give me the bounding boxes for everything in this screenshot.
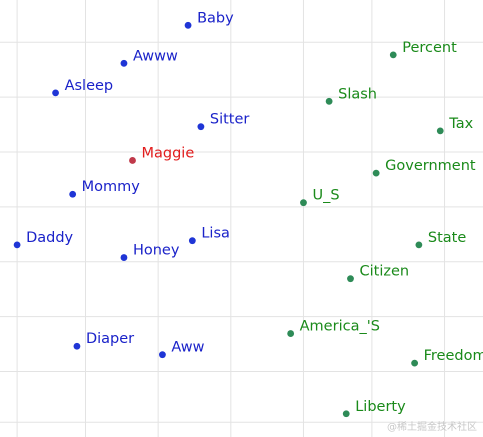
data-point-13: [436, 127, 444, 135]
data-label-8: Lisa: [201, 226, 230, 242]
data-point-7: [120, 254, 128, 261]
data-point-2: [52, 89, 59, 97]
data-point-6: [13, 241, 21, 249]
data-label-6: Daddy: [26, 230, 73, 246]
data-label-3: Sitter: [210, 112, 250, 128]
data-point-0: [184, 21, 192, 29]
data-point-16: [415, 241, 423, 249]
data-point-8: [188, 237, 196, 245]
data-point-11: [389, 51, 397, 59]
data-label-7: Honey: [133, 243, 180, 259]
data-label-15: U_S: [312, 188, 339, 204]
data-label-2: Asleep: [65, 78, 114, 94]
data-point-18: [287, 330, 295, 337]
data-label-11: Percent: [402, 40, 457, 56]
data-point-3: [197, 123, 205, 131]
data-point-20: [342, 410, 350, 418]
data-label-14: Government: [385, 158, 476, 174]
data-label-20: Liberty: [355, 399, 406, 415]
data-point-4: [129, 157, 136, 164]
data-point-9: [73, 342, 81, 350]
data-label-17: Citizen: [359, 264, 409, 280]
data-label-12: Slash: [338, 86, 377, 102]
data-label-18: America_'S: [300, 319, 380, 335]
data-point-5: [69, 190, 77, 198]
watermark: @稀土掘金技术社区: [387, 422, 477, 433]
data-label-9: Diaper: [86, 331, 134, 347]
data-point-15: [300, 199, 307, 207]
data-point-1: [120, 59, 128, 67]
data-label-19: Freedom: [424, 348, 483, 364]
data-label-10: Aww: [171, 340, 204, 356]
data-label-1: Awww: [133, 48, 178, 64]
data-label-13: Tax: [448, 116, 473, 132]
data-label-5: Mommy: [82, 179, 141, 195]
data-point-12: [325, 97, 333, 105]
data-point-14: [372, 169, 380, 177]
data-point-19: [411, 359, 419, 367]
data-label-4: Maggie: [142, 145, 195, 161]
data-point-17: [347, 275, 354, 283]
data-label-0: Baby: [197, 10, 234, 26]
data-label-16: State: [428, 230, 466, 246]
data-labels: Baby Awww Asleep Sitter Maggie Mommy Daddy Hone…: [26, 10, 483, 414]
data-points: [13, 21, 444, 418]
data-point-10: [159, 351, 166, 359]
